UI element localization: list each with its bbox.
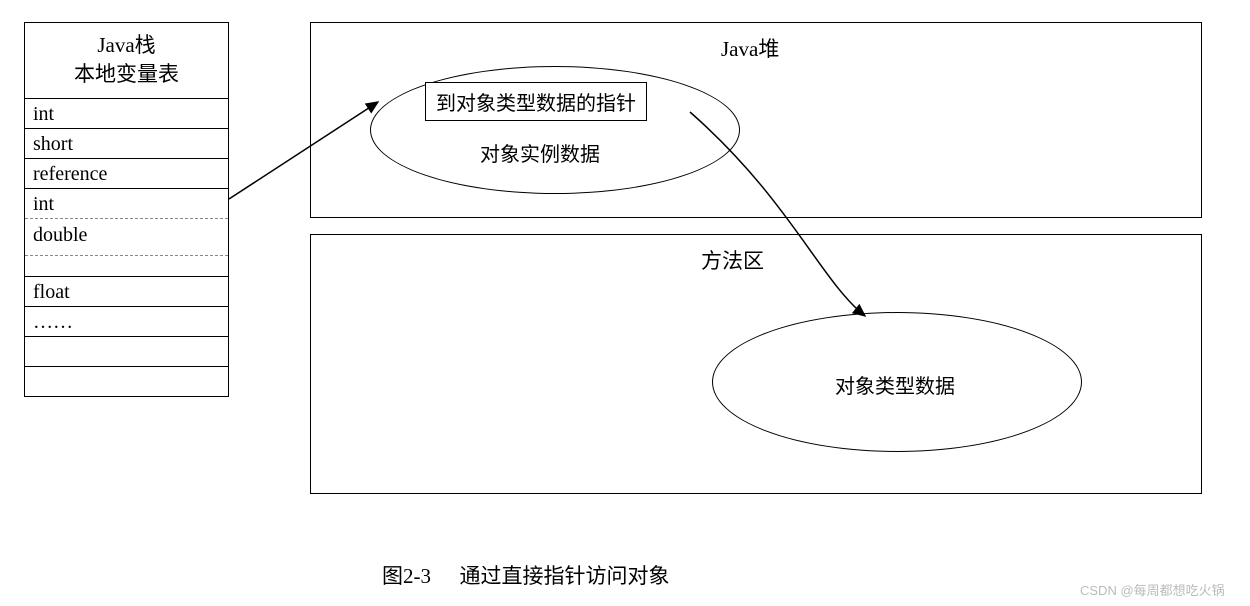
stack-row: ……	[25, 306, 228, 336]
watermark-text: CSDN @每周都想吃火锅	[1080, 580, 1225, 599]
stack-header: Java栈 本地变量表	[25, 23, 228, 98]
stack-row: int	[25, 98, 228, 128]
figure-caption: 图2-3 通过直接指针访问对象	[382, 560, 670, 590]
stack-title-2: 本地变量表	[29, 60, 224, 89]
type-pointer-rect: 到对象类型数据的指针	[425, 82, 647, 121]
stack-row: float	[25, 276, 228, 306]
stack-row	[25, 256, 228, 276]
stack-row: reference	[25, 158, 228, 188]
method-title: 方法区	[701, 245, 764, 275]
type-pointer-text: 到对象类型数据的指针	[436, 93, 636, 115]
stack-row: int	[25, 188, 228, 218]
stack-row: double	[25, 218, 228, 256]
stack-row	[25, 336, 228, 366]
java-stack-box: Java栈 本地变量表 intshortreferenceintdoublefl…	[24, 22, 229, 397]
caption-label: 图2-3	[382, 564, 431, 588]
stack-title-1: Java栈	[29, 31, 224, 60]
stack-row	[25, 366, 228, 396]
heap-title: Java堆	[721, 33, 779, 63]
stack-row: short	[25, 128, 228, 158]
instance-data-text: 对象实例数据	[480, 138, 600, 167]
diagram-root: Java栈 本地变量表 intshortreferenceintdoublefl…	[0, 0, 1250, 606]
caption-text: 通过直接指针访问对象	[460, 564, 670, 588]
type-data-text: 对象类型数据	[835, 370, 955, 399]
